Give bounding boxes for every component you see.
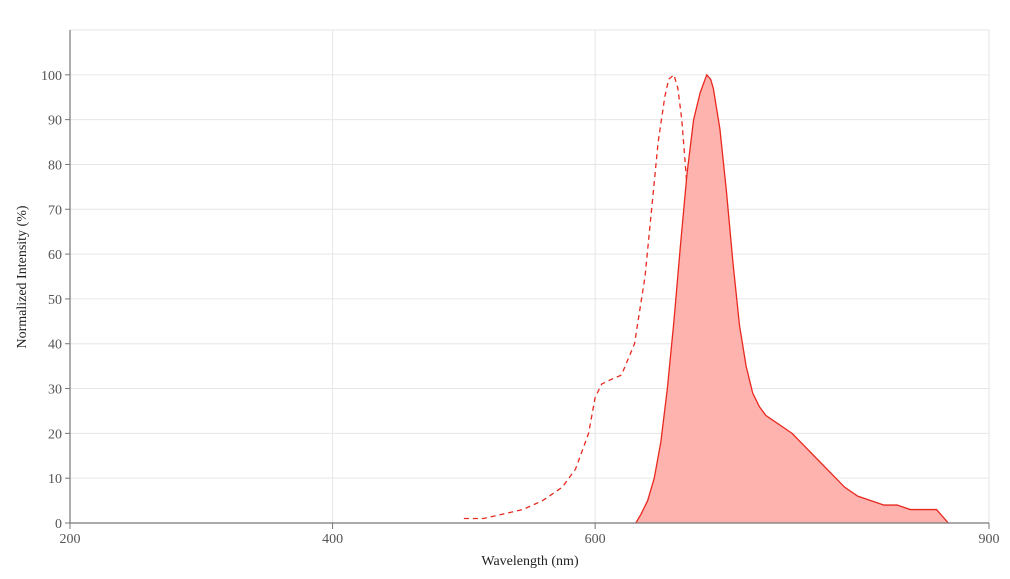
- x-axis-title: Wavelength (nm): [481, 554, 579, 569]
- axis-layer: 0 10 20 30 40 50 60 70 80 90 100 200 400 600 900: [41, 30, 1000, 547]
- emission-line: [635, 73, 949, 524]
- y-tick-label: 90: [48, 114, 62, 129]
- x-tick-label: 600: [585, 532, 606, 547]
- y-tick-label: 70: [48, 203, 62, 218]
- series-layer: [463, 73, 949, 524]
- y-tick-label: 60: [48, 248, 62, 263]
- y-tick-label: 80: [48, 158, 62, 173]
- x-tick-label: 400: [322, 532, 343, 547]
- x-tick-label: 200: [60, 532, 81, 547]
- y-tick-label: 0: [55, 517, 62, 532]
- grid-layer: [70, 29, 990, 523]
- emission-area-fill: [635, 74, 949, 523]
- y-axis-title: Normalized Intensity (%): [15, 205, 30, 348]
- x-tick-label: 900: [979, 532, 1000, 547]
- y-tick-label: 30: [48, 383, 62, 398]
- y-tick-label: 20: [48, 427, 62, 442]
- y-tick-label: 100: [41, 69, 62, 84]
- y-tick-label: 40: [48, 338, 62, 353]
- y-tick-label: 10: [48, 472, 62, 487]
- y-tick-label: 50: [48, 293, 62, 308]
